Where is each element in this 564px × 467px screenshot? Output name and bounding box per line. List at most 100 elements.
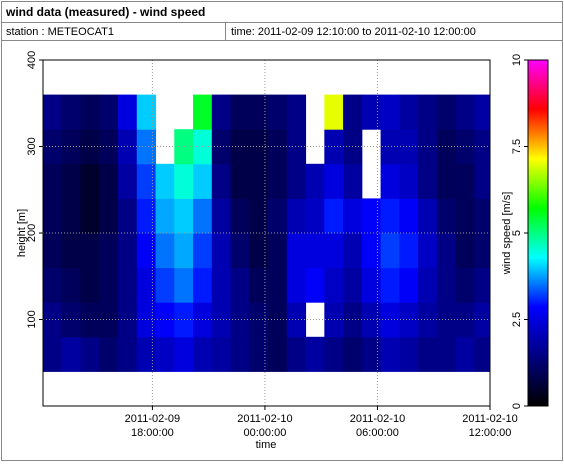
cell xyxy=(211,233,232,269)
cell xyxy=(43,198,63,234)
cell xyxy=(324,336,344,372)
cell xyxy=(43,94,63,130)
cell xyxy=(268,94,288,130)
cell xyxy=(136,302,157,338)
cell xyxy=(230,233,250,269)
cell xyxy=(193,94,213,130)
cell xyxy=(343,198,363,234)
cell xyxy=(174,198,194,234)
cell xyxy=(61,129,82,165)
cell xyxy=(399,336,419,372)
cell xyxy=(286,129,307,165)
chart-title: wind data (measured) - wind speed xyxy=(5,5,205,19)
cell xyxy=(249,233,269,269)
cell xyxy=(136,267,157,303)
cell xyxy=(474,302,491,338)
cell xyxy=(286,94,307,130)
cell xyxy=(43,163,63,199)
cell xyxy=(43,267,63,303)
cell xyxy=(324,129,344,165)
cell xyxy=(80,267,100,303)
cell xyxy=(455,198,475,234)
x-tick-label: 2011-02-10 xyxy=(350,413,405,425)
cell xyxy=(286,267,307,303)
x-tick-label: 2011-02-10 xyxy=(462,413,517,425)
colorbar-tick-label: 7.5 xyxy=(511,139,523,154)
cell xyxy=(136,233,157,269)
cell xyxy=(80,336,100,372)
cell xyxy=(118,94,138,130)
cell xyxy=(193,336,213,372)
cell xyxy=(43,336,63,372)
cell xyxy=(436,336,457,372)
cell xyxy=(230,336,250,372)
cell xyxy=(99,267,119,303)
cell xyxy=(455,336,475,372)
cell xyxy=(474,336,491,372)
cell xyxy=(474,267,491,303)
cell xyxy=(80,233,100,269)
cell xyxy=(136,94,157,130)
cell xyxy=(455,163,475,199)
cell xyxy=(474,129,491,165)
cell xyxy=(455,233,475,269)
cell xyxy=(211,302,232,338)
cell xyxy=(155,163,175,199)
cell xyxy=(286,233,307,269)
cell xyxy=(380,233,400,269)
cell xyxy=(268,267,288,303)
cell xyxy=(343,267,363,303)
cell xyxy=(305,336,325,372)
cell xyxy=(155,267,175,303)
cell xyxy=(380,198,400,234)
cell xyxy=(436,129,457,165)
cell xyxy=(211,94,232,130)
cell xyxy=(80,198,100,234)
cell xyxy=(343,163,363,199)
cell xyxy=(268,336,288,372)
cell xyxy=(174,336,194,372)
cell xyxy=(61,233,82,269)
cell xyxy=(343,336,363,372)
x-tick-label: 00:00:00 xyxy=(244,427,287,439)
cell xyxy=(324,163,344,199)
cell xyxy=(61,198,82,234)
cell xyxy=(418,336,438,372)
cell xyxy=(305,267,325,303)
cell xyxy=(399,302,419,338)
cell xyxy=(455,302,475,338)
colorbar-tick-label: 5 xyxy=(511,230,523,236)
cell xyxy=(380,302,400,338)
cell xyxy=(361,94,382,130)
cell xyxy=(118,233,138,269)
y-tick-label: 100 xyxy=(26,310,38,328)
cell xyxy=(361,233,382,269)
cell xyxy=(305,198,325,234)
cell xyxy=(230,267,250,303)
cell xyxy=(361,336,382,372)
cell xyxy=(418,233,438,269)
cell xyxy=(418,163,438,199)
cell xyxy=(286,163,307,199)
cell xyxy=(155,233,175,269)
period: time: 2011-02-09 12:10:00 to 2011-02-10 … xyxy=(231,26,476,38)
cell xyxy=(193,163,213,199)
cell xyxy=(324,94,344,130)
cell xyxy=(305,233,325,269)
cell xyxy=(380,129,400,165)
cell xyxy=(80,163,100,199)
cell xyxy=(99,336,119,372)
cell xyxy=(136,198,157,234)
cell xyxy=(230,129,250,165)
x-tick-label: 2011-02-10 xyxy=(237,413,292,425)
cell xyxy=(418,267,438,303)
cell xyxy=(99,163,119,199)
cell xyxy=(118,198,138,234)
cell xyxy=(99,233,119,269)
cell xyxy=(80,302,100,338)
cell xyxy=(249,267,269,303)
cell xyxy=(474,198,491,234)
cell xyxy=(380,267,400,303)
cell xyxy=(399,198,419,234)
cell xyxy=(436,233,457,269)
